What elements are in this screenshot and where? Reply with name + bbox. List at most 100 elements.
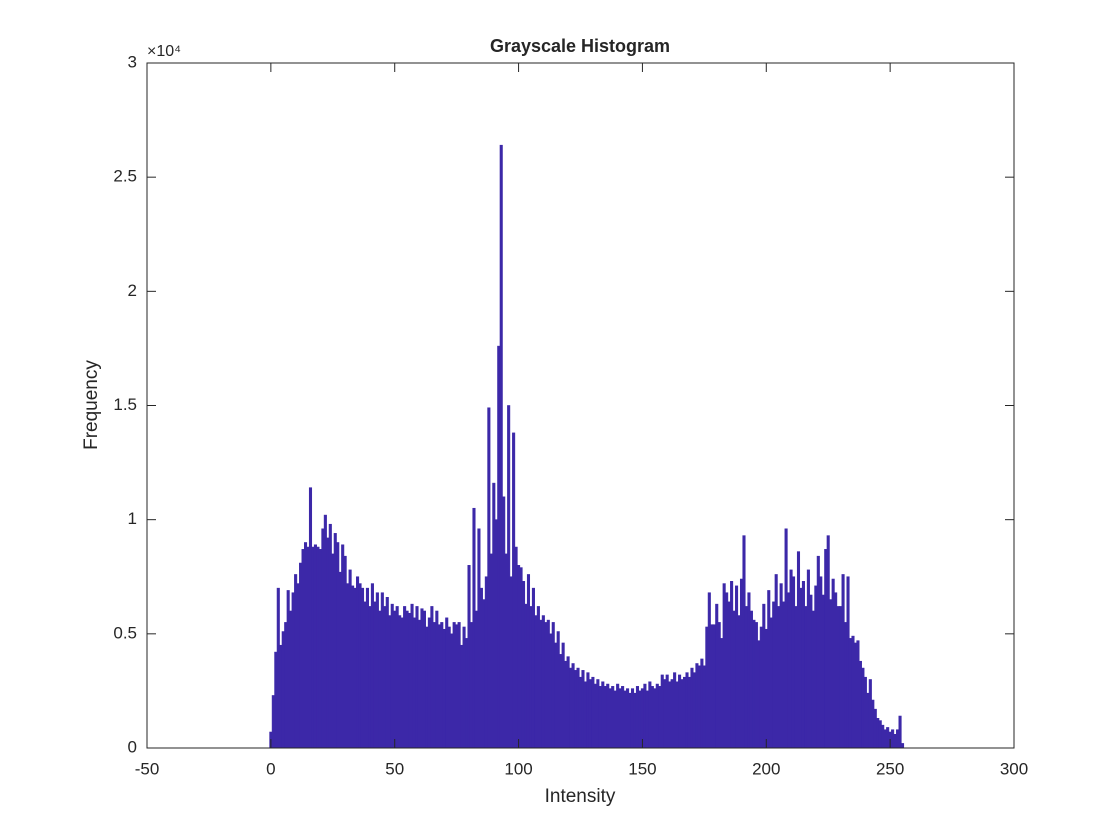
- bar: [591, 676, 595, 749]
- bar: [851, 635, 855, 749]
- bar: [301, 549, 305, 749]
- bar: [784, 528, 788, 749]
- bar: [529, 606, 533, 749]
- bar: [410, 603, 414, 749]
- bar: [900, 743, 905, 749]
- bar: [650, 686, 654, 749]
- bar: [417, 619, 422, 749]
- bar: [658, 686, 662, 749]
- bar: [571, 663, 575, 749]
- bar: [702, 665, 706, 749]
- bar: [683, 676, 687, 749]
- bar: [821, 594, 825, 749]
- bar: [564, 660, 568, 749]
- bar: [356, 576, 360, 749]
- bar: [479, 587, 483, 749]
- bar: [569, 667, 573, 749]
- bar: [816, 555, 820, 749]
- bar: [378, 610, 382, 749]
- bar: [891, 729, 895, 749]
- bar: [685, 672, 689, 749]
- y-tick-label: 2: [128, 281, 137, 300]
- bar: [343, 555, 347, 749]
- bar: [375, 592, 379, 749]
- bar: [348, 569, 352, 749]
- bar: [308, 487, 313, 749]
- bar: [519, 567, 523, 749]
- bar: [690, 667, 694, 749]
- bar: [836, 606, 840, 749]
- bar: [489, 553, 493, 749]
- bar: [351, 585, 355, 749]
- x-tick-label: 200: [752, 759, 780, 778]
- bar: [829, 599, 833, 749]
- bar: [517, 565, 521, 749]
- bar: [393, 610, 397, 749]
- bar: [400, 617, 404, 749]
- bar: [680, 679, 684, 749]
- bar: [383, 606, 387, 749]
- x-tick-label: -50: [135, 759, 160, 778]
- bar: [705, 626, 709, 749]
- bar: [635, 686, 640, 749]
- bar: [271, 695, 275, 749]
- y-tick-label: 1: [128, 509, 137, 528]
- bar: [844, 622, 848, 749]
- bar: [762, 603, 766, 749]
- bar: [274, 651, 278, 749]
- bar: [578, 676, 583, 749]
- bar: [536, 606, 540, 749]
- bar: [306, 546, 310, 749]
- bar: [739, 578, 744, 749]
- bar: [876, 718, 880, 749]
- bar: [663, 679, 667, 749]
- bar: [725, 592, 729, 749]
- bar: [586, 672, 590, 749]
- bar: [893, 733, 897, 749]
- bar: [521, 581, 526, 749]
- bar: [279, 644, 283, 749]
- bar: [596, 679, 600, 749]
- bar: [772, 601, 776, 749]
- bar: [380, 592, 384, 749]
- bar: [472, 507, 476, 749]
- bar: [799, 587, 803, 749]
- bar: [504, 553, 508, 749]
- bar: [294, 574, 298, 749]
- bar: [727, 601, 731, 749]
- chart-title: Grayscale Histogram: [490, 36, 670, 56]
- x-tick-label: 100: [504, 759, 532, 778]
- bar: [834, 592, 838, 749]
- bar: [502, 496, 506, 749]
- bar: [648, 681, 652, 749]
- bar: [358, 583, 362, 749]
- y-axis-label: Frequency: [81, 360, 102, 450]
- bar: [415, 606, 419, 749]
- bar: [524, 603, 528, 749]
- bar: [787, 592, 791, 749]
- bar: [697, 665, 701, 749]
- bar: [806, 569, 810, 749]
- bar: [296, 583, 300, 749]
- bar: [603, 686, 607, 749]
- bar: [291, 592, 295, 749]
- y-tick-label: 3: [128, 52, 137, 71]
- bar: [896, 729, 900, 749]
- bar: [333, 533, 337, 749]
- bar: [539, 619, 543, 749]
- x-tick-label: 0: [266, 759, 275, 778]
- bar: [742, 535, 746, 749]
- bar: [445, 617, 449, 749]
- bar: [284, 622, 288, 749]
- bar: [839, 606, 843, 749]
- bar: [878, 720, 882, 749]
- bar: [831, 578, 835, 749]
- bar: [593, 683, 597, 749]
- bar: [692, 672, 696, 749]
- bar: [363, 601, 367, 749]
- bar: [484, 576, 488, 749]
- bar: [420, 608, 424, 749]
- x-tick-label: 150: [628, 759, 656, 778]
- bar: [365, 587, 370, 749]
- bar: [450, 633, 454, 749]
